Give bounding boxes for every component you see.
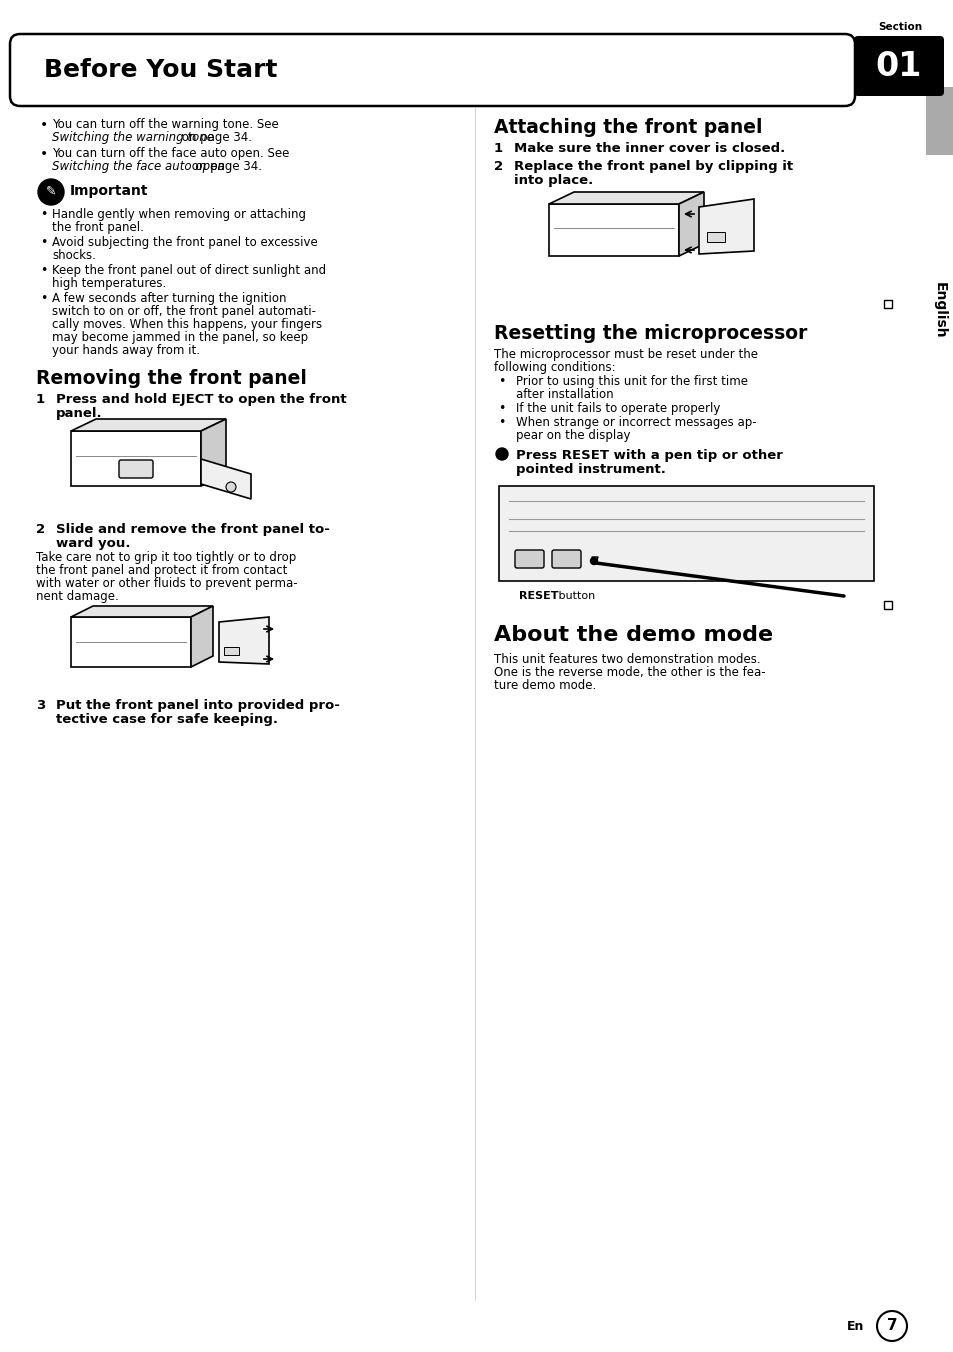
Polygon shape bbox=[71, 419, 226, 431]
Text: into place.: into place. bbox=[514, 174, 593, 187]
Bar bbox=[498, 485, 873, 581]
Text: on page 34.: on page 34. bbox=[188, 160, 262, 173]
Text: 3: 3 bbox=[36, 699, 45, 713]
Polygon shape bbox=[201, 458, 251, 499]
Text: You can turn off the warning tone. See: You can turn off the warning tone. See bbox=[52, 118, 278, 131]
Text: Removing the front panel: Removing the front panel bbox=[36, 369, 307, 388]
Text: panel.: panel. bbox=[56, 407, 103, 420]
Text: English: English bbox=[932, 281, 946, 338]
Text: 01: 01 bbox=[875, 50, 922, 82]
Circle shape bbox=[226, 483, 235, 492]
Text: 1: 1 bbox=[36, 393, 45, 406]
Text: pointed instrument.: pointed instrument. bbox=[516, 462, 665, 476]
Text: button: button bbox=[555, 591, 595, 602]
Text: •: • bbox=[40, 264, 48, 277]
Text: The microprocessor must be reset under the: The microprocessor must be reset under t… bbox=[494, 347, 758, 361]
FancyBboxPatch shape bbox=[853, 37, 943, 96]
Bar bbox=[71, 617, 191, 667]
Text: following conditions:: following conditions: bbox=[494, 361, 615, 375]
Text: Take care not to grip it too tightly or to drop: Take care not to grip it too tightly or … bbox=[36, 552, 296, 564]
Text: 2: 2 bbox=[494, 160, 502, 173]
Text: One is the reverse mode, the other is the fea-: One is the reverse mode, the other is th… bbox=[494, 667, 765, 679]
Text: •: • bbox=[40, 118, 49, 132]
Text: shocks.: shocks. bbox=[52, 249, 95, 262]
Text: 7: 7 bbox=[885, 1318, 897, 1333]
Circle shape bbox=[38, 178, 64, 206]
Text: RESET: RESET bbox=[518, 591, 558, 602]
Text: •: • bbox=[497, 375, 505, 388]
Text: ture demo mode.: ture demo mode. bbox=[494, 679, 596, 692]
Text: •: • bbox=[40, 208, 48, 220]
Text: Press RESET with a pen tip or other: Press RESET with a pen tip or other bbox=[516, 449, 782, 462]
Text: A few seconds after turning the ignition: A few seconds after turning the ignition bbox=[52, 292, 286, 306]
Circle shape bbox=[496, 448, 507, 460]
Text: If the unit fails to operate properly: If the unit fails to operate properly bbox=[516, 402, 720, 415]
Text: tective case for safe keeping.: tective case for safe keeping. bbox=[56, 713, 277, 726]
Bar bbox=[71, 431, 201, 485]
Polygon shape bbox=[191, 606, 213, 667]
Text: Slide and remove the front panel to-: Slide and remove the front panel to- bbox=[56, 523, 330, 535]
Text: 1: 1 bbox=[494, 142, 502, 155]
Text: About the demo mode: About the demo mode bbox=[494, 625, 772, 645]
Bar bbox=[883, 300, 891, 308]
Text: the front panel and protect it from contact: the front panel and protect it from cont… bbox=[36, 564, 287, 577]
Bar bbox=[925, 87, 953, 155]
FancyBboxPatch shape bbox=[552, 550, 580, 568]
Text: may become jammed in the panel, so keep: may become jammed in the panel, so keep bbox=[52, 331, 308, 343]
Polygon shape bbox=[548, 192, 703, 204]
Text: pear on the display: pear on the display bbox=[516, 429, 630, 442]
Text: Put the front panel into provided pro-: Put the front panel into provided pro- bbox=[56, 699, 339, 713]
Text: your hands away from it.: your hands away from it. bbox=[52, 343, 200, 357]
Text: Handle gently when removing or attaching: Handle gently when removing or attaching bbox=[52, 208, 306, 220]
Text: Make sure the inner cover is closed.: Make sure the inner cover is closed. bbox=[514, 142, 784, 155]
FancyBboxPatch shape bbox=[10, 34, 854, 105]
Bar bbox=[548, 204, 679, 256]
Text: with water or other fluids to prevent perma-: with water or other fluids to prevent pe… bbox=[36, 577, 297, 589]
Text: nent damage.: nent damage. bbox=[36, 589, 118, 603]
Text: ✎: ✎ bbox=[46, 184, 56, 197]
Polygon shape bbox=[699, 199, 753, 254]
Polygon shape bbox=[219, 617, 269, 664]
Text: Press and hold EJECT to open the front: Press and hold EJECT to open the front bbox=[56, 393, 346, 406]
Text: ward you.: ward you. bbox=[56, 537, 131, 550]
Bar bbox=[883, 602, 891, 608]
Text: En: En bbox=[845, 1320, 863, 1333]
Circle shape bbox=[876, 1311, 906, 1341]
Text: •: • bbox=[40, 147, 49, 161]
Text: cally moves. When this happens, your fingers: cally moves. When this happens, your fin… bbox=[52, 318, 322, 331]
Circle shape bbox=[590, 557, 597, 565]
Text: •: • bbox=[497, 416, 505, 429]
Text: Replace the front panel by clipping it: Replace the front panel by clipping it bbox=[514, 160, 792, 173]
Text: •: • bbox=[497, 402, 505, 415]
Polygon shape bbox=[201, 419, 226, 485]
Text: This unit features two demonstration modes.: This unit features two demonstration mod… bbox=[494, 653, 760, 667]
Text: the front panel.: the front panel. bbox=[52, 220, 144, 234]
Polygon shape bbox=[71, 606, 213, 617]
Text: •: • bbox=[40, 292, 48, 306]
Text: You can turn off the face auto open. See: You can turn off the face auto open. See bbox=[52, 147, 289, 160]
Text: high temperatures.: high temperatures. bbox=[52, 277, 166, 289]
Text: Switching the warning tone: Switching the warning tone bbox=[52, 131, 213, 145]
FancyBboxPatch shape bbox=[515, 550, 543, 568]
Bar bbox=[224, 648, 239, 654]
Text: Important: Important bbox=[70, 184, 149, 197]
Text: Resetting the microprocessor: Resetting the microprocessor bbox=[494, 324, 806, 343]
Text: switch to on or off, the front panel automati-: switch to on or off, the front panel aut… bbox=[52, 306, 315, 318]
Polygon shape bbox=[679, 192, 703, 256]
Text: Attaching the front panel: Attaching the front panel bbox=[494, 118, 761, 137]
Text: after installation: after installation bbox=[516, 388, 613, 402]
Text: 2: 2 bbox=[36, 523, 45, 535]
Text: When strange or incorrect messages ap-: When strange or incorrect messages ap- bbox=[516, 416, 756, 429]
FancyBboxPatch shape bbox=[119, 460, 152, 479]
Bar bbox=[706, 233, 724, 242]
Text: Before You Start: Before You Start bbox=[44, 58, 277, 82]
Text: Avoid subjecting the front panel to excessive: Avoid subjecting the front panel to exce… bbox=[52, 237, 317, 249]
Text: Prior to using this unit for the first time: Prior to using this unit for the first t… bbox=[516, 375, 747, 388]
Text: on page 34.: on page 34. bbox=[178, 131, 252, 145]
Text: Keep the front panel out of direct sunlight and: Keep the front panel out of direct sunli… bbox=[52, 264, 326, 277]
Text: •: • bbox=[40, 237, 48, 249]
Text: Section: Section bbox=[877, 22, 922, 32]
Text: Switching the face auto open: Switching the face auto open bbox=[52, 160, 225, 173]
